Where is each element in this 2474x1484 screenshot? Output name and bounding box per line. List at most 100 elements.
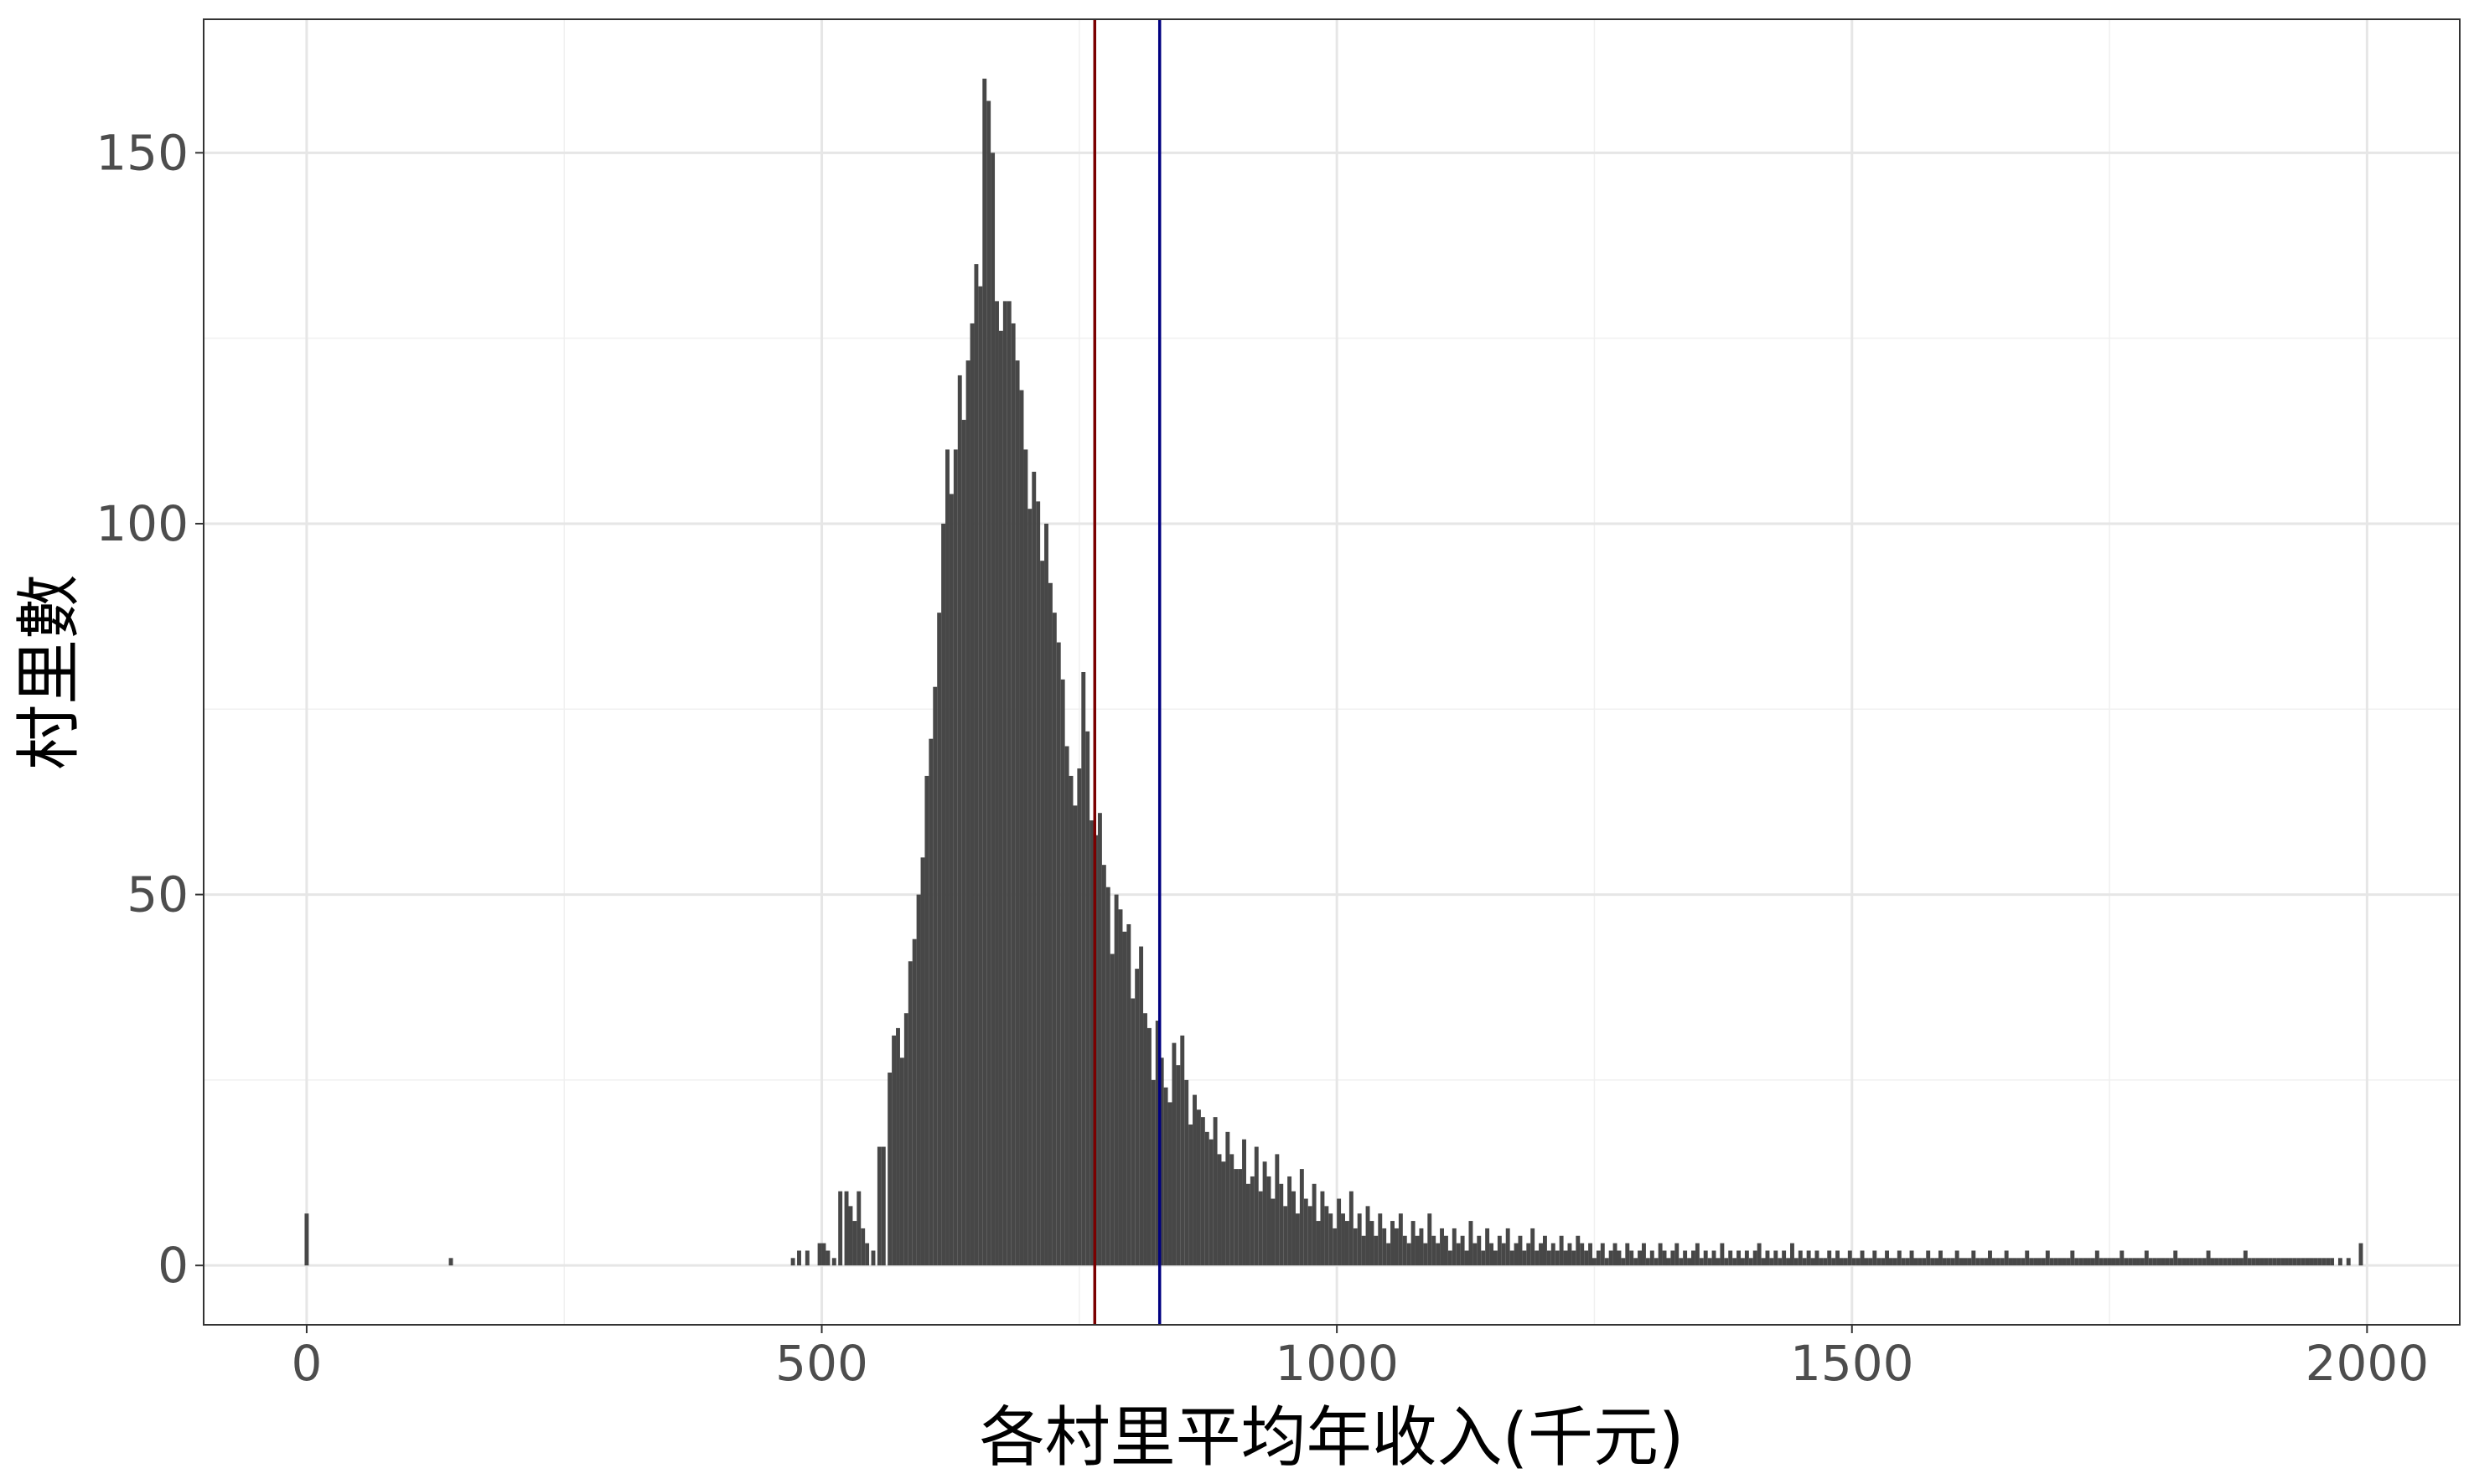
histogram-bar	[1542, 1235, 1547, 1266]
histogram-bar	[1485, 1228, 1490, 1266]
histogram-bar	[831, 1258, 836, 1266]
histogram-bar	[1172, 1042, 1177, 1266]
histogram-bar	[2296, 1258, 2301, 1266]
histogram-bar	[1679, 1258, 1684, 1266]
histogram-bar	[1225, 1131, 1230, 1266]
histogram-bar	[1036, 501, 1041, 1266]
histogram-bar	[1765, 1250, 1770, 1266]
histogram-bar	[1163, 1087, 1168, 1266]
histogram-bar	[1089, 820, 1095, 1266]
histogram-bar	[2045, 1250, 2050, 1266]
histogram-bar	[2016, 1258, 2021, 1266]
histogram-bar	[1827, 1250, 1832, 1266]
histogram-bar	[1967, 1258, 1972, 1266]
histogram-bar	[1209, 1139, 1214, 1266]
histogram-bar	[1320, 1191, 1325, 1266]
histogram-bar	[1477, 1235, 1482, 1266]
histogram-bar	[2103, 1258, 2108, 1266]
histogram-bar	[2202, 1258, 2207, 1266]
histogram-bar	[1101, 865, 1106, 1266]
histogram-bar	[1378, 1213, 1383, 1266]
histogram-bar	[1707, 1258, 1712, 1266]
histogram-bar	[2099, 1258, 2104, 1266]
histogram-bar	[1864, 1258, 1869, 1266]
histogram-bar	[2049, 1258, 2054, 1266]
histogram-bar	[1732, 1258, 1737, 1266]
histogram-bar	[1592, 1258, 1597, 1266]
histogram-bar	[1258, 1191, 1263, 1266]
histogram-bar	[2309, 1258, 2314, 1266]
histogram-bar	[1546, 1250, 1551, 1266]
histogram-bar	[957, 375, 962, 1266]
histogram-bar	[2025, 1250, 2030, 1266]
histogram-bar	[1337, 1198, 1342, 1266]
histogram-bar	[1930, 1258, 1935, 1266]
histogram-bar	[1934, 1258, 1939, 1266]
histogram-bar	[2090, 1258, 2095, 1266]
histogram-bar	[2004, 1250, 2009, 1266]
histogram-bar	[2062, 1258, 2067, 1266]
histogram-bar	[1835, 1250, 1840, 1266]
histogram-bar	[1374, 1235, 1379, 1266]
histogram-bar	[2165, 1258, 2170, 1266]
histogram-bar	[1843, 1258, 1848, 1266]
histogram-bar	[1081, 672, 1086, 1266]
x-tick-label: 2000	[2306, 1335, 2430, 1392]
histogram-bar	[2173, 1250, 2178, 1266]
y-tick-label: 150	[96, 124, 189, 181]
histogram-bar	[1720, 1243, 1725, 1266]
histogram-bar	[2264, 1258, 2269, 1266]
histogram-bar	[1687, 1258, 1691, 1266]
histogram-bar	[1744, 1250, 1749, 1266]
histogram-bar	[2247, 1258, 2252, 1266]
histogram-bar	[2066, 1258, 2071, 1266]
histogram-bar	[2057, 1258, 2063, 1266]
histogram-bar	[1831, 1258, 1836, 1266]
histogram-bar	[1942, 1258, 1947, 1266]
histogram-bar	[2169, 1258, 2174, 1266]
histogram-bar	[1909, 1250, 1914, 1266]
histogram-bar	[2033, 1258, 2038, 1266]
histogram-bar	[1814, 1250, 1819, 1266]
histogram-bar	[448, 1258, 453, 1266]
histogram-bar	[1468, 1221, 1473, 1266]
histogram-bar	[2235, 1258, 2239, 1266]
histogram-bar	[1406, 1243, 1411, 1266]
histogram-bar	[1386, 1243, 1391, 1266]
histogram-bar	[1229, 1154, 1234, 1266]
histogram-bar	[1918, 1258, 1923, 1266]
y-tick-label: 0	[158, 1237, 189, 1294]
histogram-bar	[2280, 1258, 2285, 1266]
histogram-bar	[986, 101, 991, 1266]
histogram-bar	[2272, 1258, 2277, 1266]
histogram-bar	[1728, 1250, 1733, 1266]
histogram-bar	[1341, 1213, 1345, 1266]
histogram-bar	[1782, 1250, 1787, 1266]
histogram-bar	[1382, 1228, 1387, 1266]
histogram-bar	[1436, 1243, 1441, 1266]
x-tick-label: 1500	[1790, 1335, 1914, 1392]
y-tick-label: 50	[127, 866, 189, 923]
histogram-bar	[1221, 1161, 1226, 1266]
plot-panel	[204, 19, 2460, 1325]
histogram-bar	[2041, 1258, 2046, 1266]
histogram-bar	[2189, 1258, 2194, 1266]
histogram-bar	[2197, 1258, 2202, 1266]
histogram-bar	[1064, 746, 1069, 1266]
histogram-bar	[1122, 931, 1127, 1266]
histogram-bar	[1872, 1250, 1877, 1266]
histogram-bar	[2223, 1258, 2228, 1266]
histogram-bar	[1007, 301, 1012, 1266]
histogram-bar	[1703, 1250, 1708, 1266]
histogram-bar	[1271, 1198, 1276, 1266]
histogram-bar	[982, 78, 987, 1266]
histogram-bar	[1357, 1213, 1362, 1266]
histogram-bar	[2206, 1250, 2211, 1266]
histogram-bar	[1044, 523, 1048, 1266]
histogram-bar	[1612, 1243, 1617, 1266]
histogram-bar	[1069, 775, 1074, 1266]
histogram-bar	[1238, 1169, 1243, 1266]
histogram-bar	[1333, 1228, 1338, 1266]
histogram-bar	[1307, 1206, 1312, 1266]
histogram-bar	[949, 494, 954, 1266]
